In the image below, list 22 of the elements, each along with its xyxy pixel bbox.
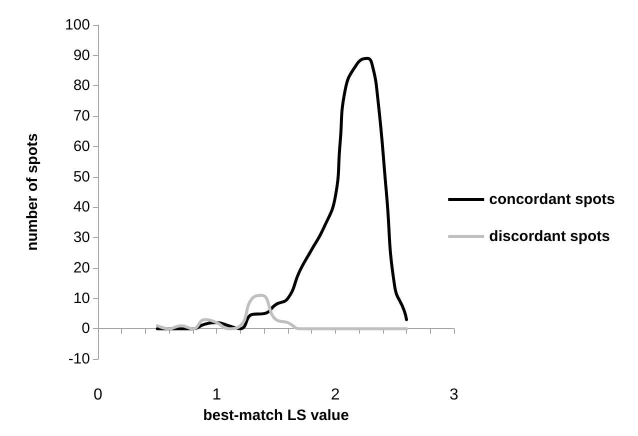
y-tick-label: 80 [73,77,90,94]
y-tick-label: 100 [64,16,90,34]
y-tick-label: 50 [73,168,90,186]
x-tick-label: 3 [450,386,459,404]
y-tick-label: 70 [73,108,90,125]
y-tick-label: 90 [73,46,90,64]
legend-label: discordant spots [489,228,610,245]
y-axis-title: number of spots [24,133,41,251]
x-tick-label: 1 [212,386,222,404]
x-axis-title: best-match LS value [203,407,349,424]
legend-label: concordant spots [489,191,616,208]
y-tick-label: 0 [82,320,90,338]
y-tick-label: 30 [73,229,90,246]
y-tick-label: -10 [68,350,90,368]
x-tick-label: 2 [330,386,340,404]
line-series [156,294,408,330]
y-tick-label: 60 [73,138,90,155]
y-tick-label: 40 [73,198,90,216]
line-series [156,56,408,330]
y-tick-label: 10 [73,290,90,307]
x-tick-label: 0 [94,386,103,404]
y-tick-label: 20 [73,259,90,276]
